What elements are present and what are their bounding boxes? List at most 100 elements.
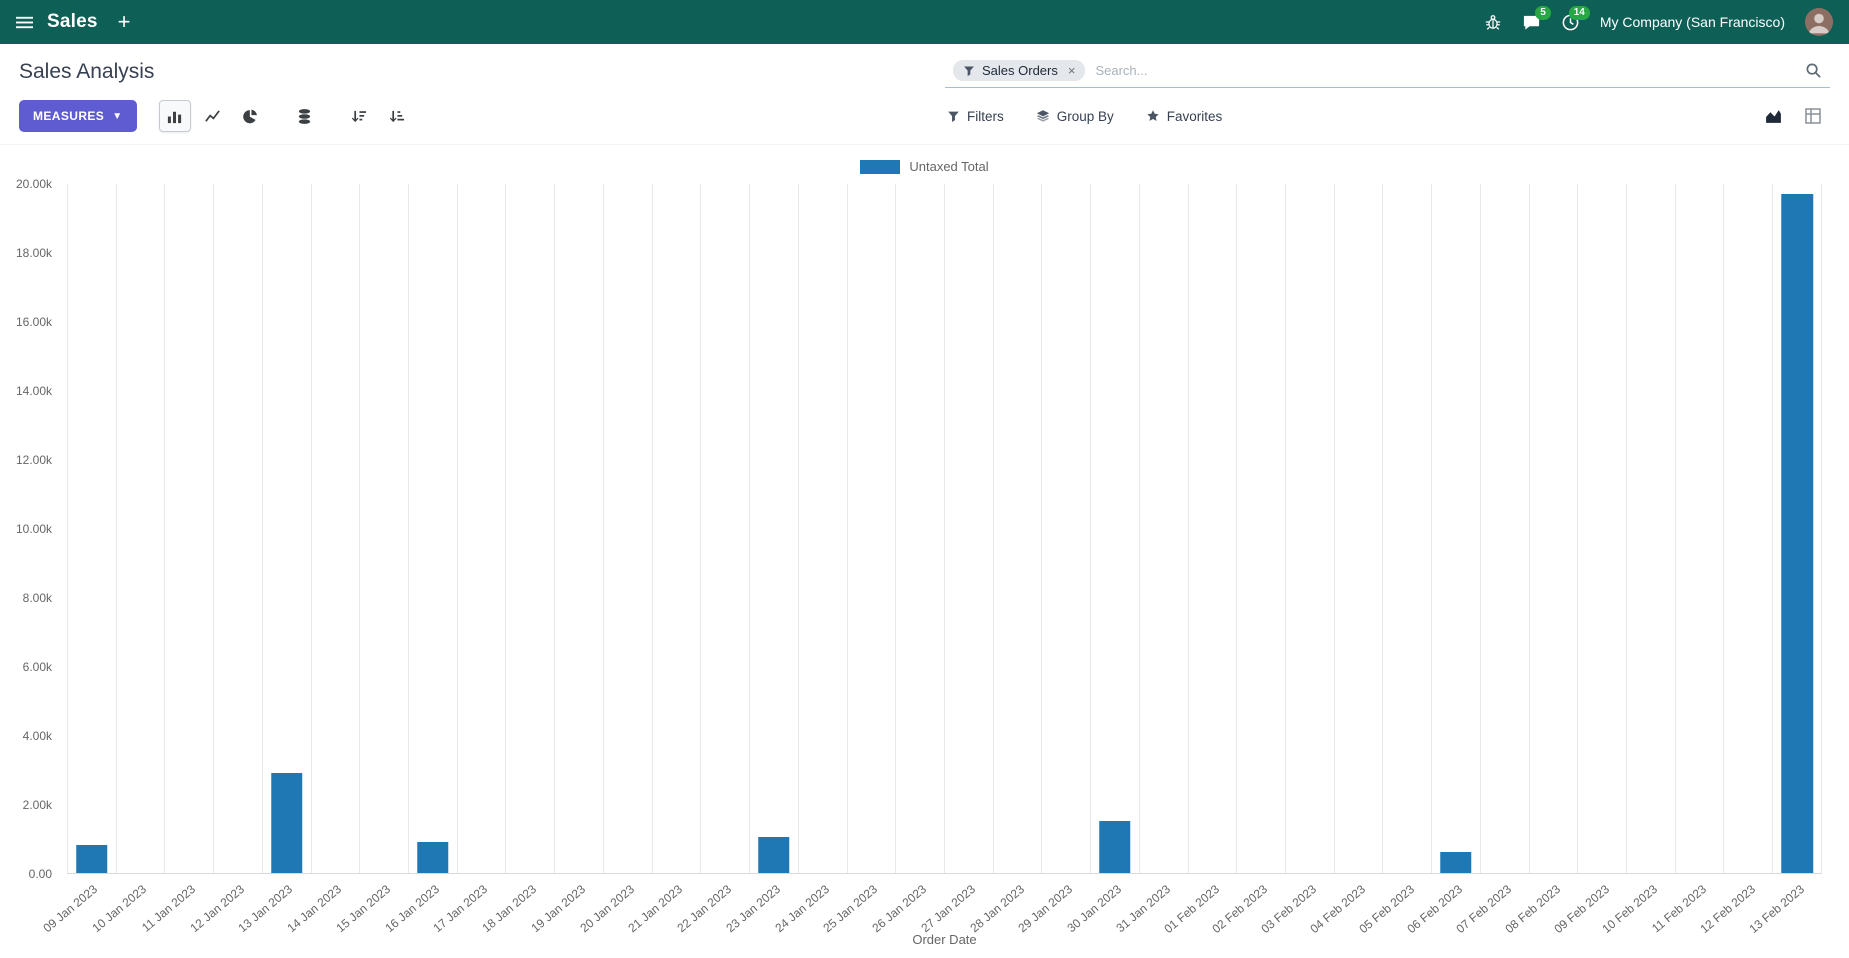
view-switcher [1756, 101, 1830, 131]
chart-slot [797, 184, 847, 873]
y-tick-label: 12.00k [15, 453, 52, 467]
plus-icon[interactable]: + [117, 9, 131, 34]
chart-slot [1723, 184, 1772, 873]
bar-chart-button[interactable] [158, 100, 191, 132]
y-tick-label: 10.00k [15, 522, 52, 536]
app-name[interactable]: Sales [47, 11, 98, 32]
search-icon[interactable] [1805, 62, 1822, 79]
graph-view-button[interactable] [1756, 101, 1790, 131]
chart-slot [1528, 184, 1578, 873]
sort-descending-button[interactable] [343, 100, 375, 132]
legend-swatch [860, 159, 901, 174]
sort-descending-icon [351, 110, 367, 122]
chart-slot [1284, 184, 1334, 873]
line-chart-icon [205, 109, 220, 122]
chart-slot [992, 184, 1042, 873]
group-by-dropdown[interactable]: Group By [1034, 105, 1116, 128]
chart-slot [1041, 184, 1090, 873]
y-tick-label: 20.00k [15, 177, 52, 191]
top-navbar: Sales + 5 14 My Company (San Francisco) [0, 0, 1849, 44]
chart-slot [749, 184, 798, 873]
layers-icon [1036, 110, 1049, 122]
y-tick-label: 18.00k [15, 246, 52, 260]
area-chart-icon [1765, 109, 1781, 123]
chart-bar[interactable] [270, 773, 303, 873]
apps-menu-icon[interactable] [16, 14, 33, 31]
bar-chart-icon [167, 111, 182, 123]
chart-bar[interactable] [1099, 821, 1131, 873]
y-tick-label: 16.00k [15, 315, 52, 329]
chart-body: 0.00 2.00k 4.00k 6.00k 8.00k 10.00k 12.00k 14.0… [16, 177, 1822, 947]
line-chart-button[interactable] [197, 100, 229, 132]
chart-slot [1626, 184, 1675, 873]
chart-legend[interactable]: Untaxed Total [0, 159, 1849, 174]
search-options-area: Filters Group By Favorites [945, 101, 1830, 131]
chart-slot [554, 184, 603, 873]
activities-clock-icon[interactable]: 14 [1561, 5, 1590, 32]
chart-slot [1236, 184, 1285, 873]
chevron-down-icon: ▼ [112, 110, 123, 122]
pivot-view-button[interactable] [1796, 101, 1830, 131]
stacked-toggle-button[interactable] [289, 100, 321, 132]
y-tick-label: 8.00k [22, 591, 52, 605]
y-tick-label: 0.00 [28, 867, 52, 881]
chart-slot [505, 184, 554, 873]
sort-ascending-button[interactable] [381, 100, 413, 132]
chart-bar[interactable] [1440, 851, 1472, 873]
chart-slot [115, 184, 165, 873]
chart-slot [846, 184, 896, 873]
sort-ascending-icon [389, 110, 405, 122]
legend-label: Untaxed Total [909, 159, 989, 174]
chart-bar[interactable] [758, 836, 790, 873]
search-bar[interactable]: Sales Orders × Search... [945, 56, 1830, 88]
y-tick-label: 2.00k [22, 798, 52, 812]
measures-button[interactable]: MEASURES ▼ [19, 100, 137, 132]
chart-bar[interactable] [76, 845, 108, 873]
stacked-database-icon [298, 108, 311, 124]
measures-button-label: MEASURES [33, 109, 105, 123]
chart-slot [1090, 184, 1139, 873]
favorites-dropdown[interactable]: Favorites [1144, 105, 1225, 128]
chart-slot [943, 184, 993, 873]
search-facet[interactable]: Sales Orders × [953, 60, 1086, 81]
chart-slot [1674, 184, 1724, 873]
chart-slot [602, 184, 652, 873]
chart-slot [1431, 184, 1480, 873]
pie-chart-icon [243, 109, 258, 123]
chart-slot [164, 184, 213, 873]
search-input[interactable]: Search... [1095, 63, 1148, 78]
messages-count-badge: 5 [1535, 5, 1551, 20]
remove-facet-icon[interactable]: × [1067, 63, 1076, 78]
chart-slot [1577, 184, 1626, 873]
x-axis-title: Order Date [912, 932, 977, 947]
bug-icon[interactable] [1484, 13, 1502, 31]
pie-chart-button[interactable] [235, 100, 267, 132]
company-switcher[interactable]: My Company (San Francisco) [1599, 14, 1785, 30]
chart-slot [1772, 184, 1821, 873]
chart-slot [1138, 184, 1188, 873]
y-tick-label: 14.00k [15, 384, 52, 398]
activities-count-badge: 14 [1568, 5, 1590, 20]
chart-slot [1382, 184, 1431, 873]
filters-dropdown[interactable]: Filters [945, 105, 1006, 128]
chart-slot [1333, 184, 1383, 873]
chart-slot [408, 184, 457, 873]
search-facet-label: Sales Orders [982, 63, 1058, 78]
filter-icon [964, 66, 974, 76]
chart-slot [700, 184, 749, 873]
user-avatar[interactable] [1805, 8, 1833, 36]
systray: 5 14 My Company (San Francisco) [1484, 5, 1833, 36]
chart-bar[interactable] [417, 842, 449, 873]
control-panel: Sales Analysis Sales Orders × Search... … [0, 44, 1849, 145]
star-icon [1147, 110, 1159, 121]
chart-bar[interactable] [1781, 194, 1813, 873]
messages-icon[interactable]: 5 [1522, 5, 1551, 32]
chart-slot [1479, 184, 1529, 873]
page-title: Sales Analysis [19, 60, 155, 83]
y-tick-label: 6.00k [22, 660, 52, 674]
group-by-label: Group By [1056, 108, 1114, 124]
search-dropdowns: Filters Group By Favorites [945, 105, 1224, 128]
chart-slot [261, 184, 311, 873]
chart-slot [651, 184, 701, 873]
chart-slot [456, 184, 506, 873]
